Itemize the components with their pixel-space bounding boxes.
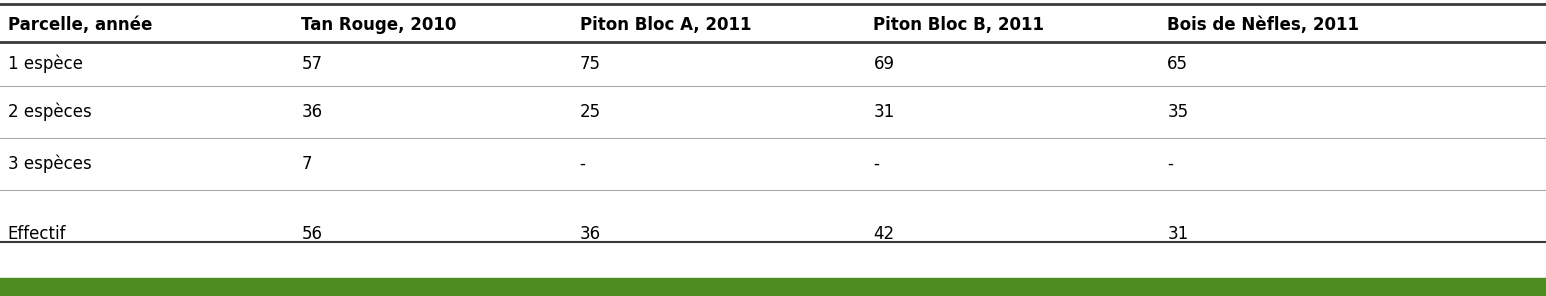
Text: Tan Rouge, 2010: Tan Rouge, 2010 [301, 16, 458, 34]
Text: 31: 31 [873, 103, 895, 121]
Bar [0, 278, 1546, 296]
Text: Parcelle, année: Parcelle, année [8, 16, 152, 34]
Text: Piton Bloc A, 2011: Piton Bloc A, 2011 [580, 16, 751, 34]
Text: 3 espèces: 3 espèces [8, 155, 91, 173]
Text: 36: 36 [301, 103, 323, 121]
Text: Effectif: Effectif [8, 225, 66, 243]
Text: Bois de Nèfles, 2011: Bois de Nèfles, 2011 [1167, 16, 1359, 34]
Text: -: - [873, 155, 880, 173]
Text: 2 espèces: 2 espèces [8, 103, 91, 121]
Text: 1 espèce: 1 espèce [8, 55, 83, 73]
Text: 42: 42 [873, 225, 895, 243]
Text: 25: 25 [580, 103, 601, 121]
Text: -: - [580, 155, 586, 173]
Text: 57: 57 [301, 55, 323, 73]
Text: 56: 56 [301, 225, 323, 243]
Text: 75: 75 [580, 55, 601, 73]
Text: 35: 35 [1167, 103, 1189, 121]
Text: 69: 69 [873, 55, 895, 73]
Text: 36: 36 [580, 225, 601, 243]
Text: 7: 7 [301, 155, 312, 173]
Text: 65: 65 [1167, 55, 1189, 73]
Text: 31: 31 [1167, 225, 1189, 243]
Text: -: - [1167, 155, 1173, 173]
Text: Piton Bloc B, 2011: Piton Bloc B, 2011 [873, 16, 1045, 34]
